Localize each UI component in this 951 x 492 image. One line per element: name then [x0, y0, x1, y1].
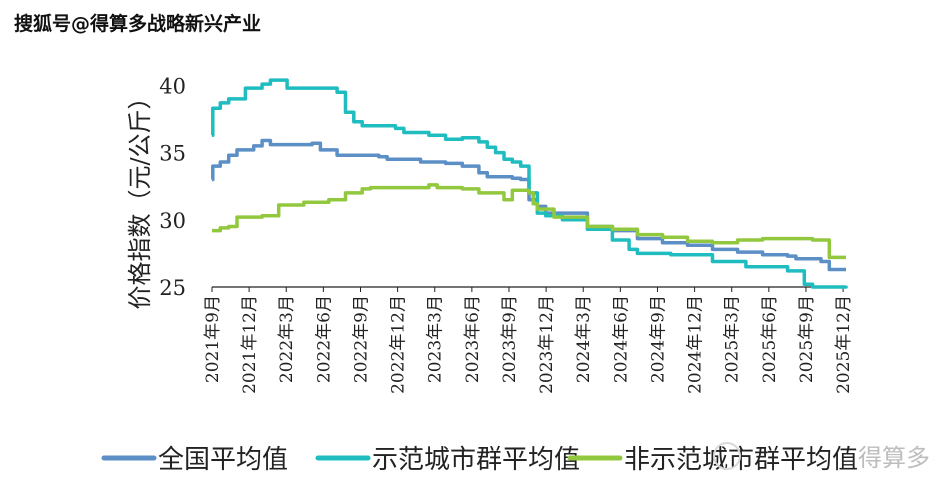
legend-label-2: 非示范城市群平均值: [624, 445, 858, 475]
watermark-top: 搜狐号@得算多战略新兴产业: [14, 12, 261, 35]
x-tick-label: 2023年9月: [500, 295, 520, 383]
x-tick-label: 2024年12月: [686, 295, 706, 394]
y-tick-label: 25: [159, 276, 186, 300]
y-tick-label: 35: [159, 142, 186, 166]
x-tick-label: 2022年3月: [277, 295, 297, 383]
watermark-bottom: 得算多: [713, 442, 930, 472]
series-line-2: [212, 183, 846, 260]
x-tick-label: 2024年9月: [648, 295, 668, 383]
x-tick-label: 2023年12月: [537, 295, 557, 394]
legend-label-1: 示范城市群平均值: [372, 445, 580, 475]
x-tick-label: 2022年6月: [314, 295, 334, 383]
x-tick-label: 2023年6月: [463, 295, 483, 383]
x-tick-label: 2021年9月: [203, 295, 223, 383]
legend: 全国平均值 示范城市群平均值 非示范城市群平均值: [101, 445, 858, 475]
x-tick-label: 2021年12月: [240, 295, 260, 394]
y-tick-label: 40: [159, 74, 186, 98]
y-tick-label: 30: [159, 209, 186, 233]
legend-label-0: 全国平均值: [158, 445, 288, 475]
x-tick-label: 2025年6月: [760, 295, 780, 383]
x-tick-label: 2025年3月: [723, 295, 743, 383]
x-tick-label: 2024年3月: [574, 295, 594, 383]
series-line-1: [211, 78, 848, 289]
watermark-logo: [713, 442, 741, 470]
x-tick-label: 2025年9月: [797, 295, 817, 383]
y-axis-ticks: 25 30 35 40: [159, 74, 186, 300]
x-tick-label: 2022年12月: [389, 295, 409, 394]
y-axis-label: 价格指数（元/公斤）: [126, 85, 154, 309]
watermark-bottom-text: 得算多: [858, 444, 930, 472]
x-axis-ticks: 2021年9月 2021年12月 2022年3月 2022年6月 2022年9月 2022…: [203, 287, 854, 394]
series-line-0: [211, 138, 846, 272]
x-tick-label: 2025年12月: [834, 295, 854, 394]
x-tick-label: 2023年3月: [426, 295, 446, 383]
x-tick-label: 2024年6月: [611, 295, 631, 383]
series-layer: [211, 78, 848, 289]
x-tick-label: 2022年9月: [351, 295, 371, 383]
